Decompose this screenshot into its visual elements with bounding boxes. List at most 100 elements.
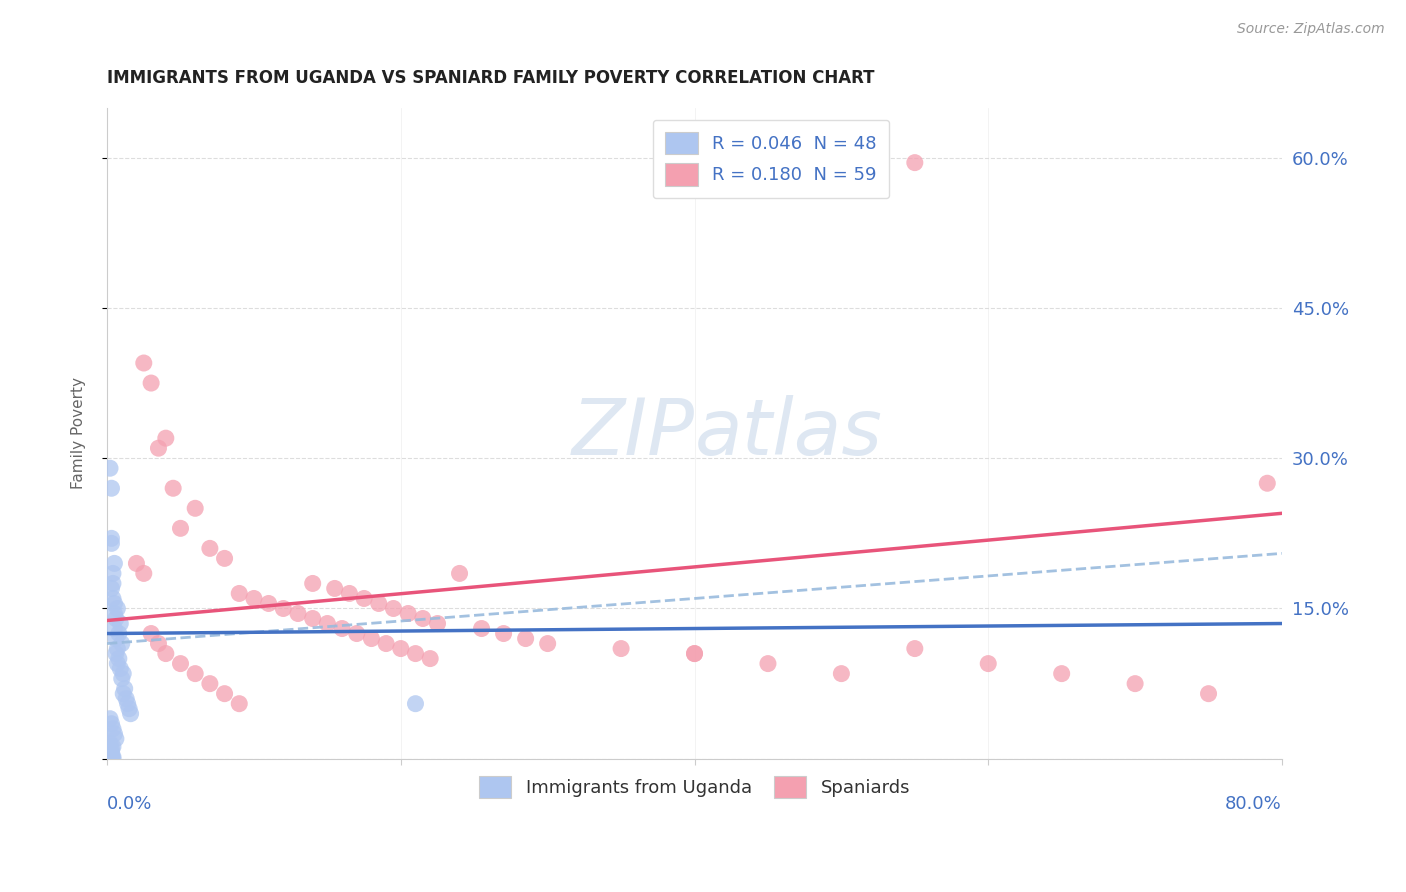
Point [132, 566, 155, 581]
Point [139, 626, 162, 640]
Point [101, 722, 124, 736]
Point [105, 641, 128, 656]
Point [155, 431, 177, 445]
Point [103, 607, 125, 621]
Point [101, 591, 124, 606]
Point [330, 622, 353, 636]
Point [301, 576, 323, 591]
Point [367, 597, 389, 611]
Point [389, 641, 412, 656]
Point [103, 597, 125, 611]
Point [148, 636, 170, 650]
Point [117, 697, 139, 711]
Point [100, 481, 122, 495]
Point [120, 706, 142, 721]
Point [271, 601, 294, 615]
Point [492, 626, 515, 640]
Point [287, 607, 309, 621]
Point [98, 752, 121, 766]
Point [375, 636, 398, 650]
Point [537, 636, 560, 650]
Point [515, 632, 537, 646]
Point [360, 632, 382, 646]
Point [111, 636, 134, 650]
Point [111, 672, 134, 686]
Point [101, 566, 124, 581]
Point [112, 666, 135, 681]
Point [1050, 666, 1073, 681]
Point [103, 557, 125, 571]
Point [100, 741, 122, 756]
Point [683, 647, 706, 661]
Point [756, 657, 779, 671]
Point [610, 641, 633, 656]
Point [301, 611, 323, 625]
Point [110, 662, 132, 676]
Point [103, 622, 125, 636]
Point [98, 744, 121, 758]
Point [257, 597, 280, 611]
Point [405, 647, 427, 661]
Point [316, 616, 339, 631]
Point [353, 591, 375, 606]
Point [98, 712, 121, 726]
Text: atlas: atlas [695, 395, 883, 471]
Point [101, 752, 124, 766]
Point [108, 626, 131, 640]
Point [110, 616, 132, 631]
Text: IMMIGRANTS FROM UGANDA VS SPANIARD FAMILY POVERTY CORRELATION CHART: IMMIGRANTS FROM UGANDA VS SPANIARD FAMIL… [107, 69, 875, 87]
Point [339, 586, 361, 600]
Point [346, 626, 368, 640]
Point [1198, 687, 1220, 701]
Point [169, 521, 191, 535]
Text: 0.0%: 0.0% [107, 795, 152, 813]
Point [132, 356, 155, 370]
Point [904, 155, 927, 169]
Point [100, 532, 122, 546]
Point [426, 616, 449, 631]
Point [114, 681, 136, 696]
Point [243, 591, 266, 606]
Point [323, 582, 346, 596]
Point [118, 701, 141, 715]
Point [98, 461, 121, 475]
Point [184, 501, 207, 516]
Point [104, 731, 127, 746]
Point [104, 611, 127, 625]
Point [396, 607, 419, 621]
Point [412, 611, 434, 625]
Text: 80.0%: 80.0% [1225, 795, 1282, 813]
Point [228, 586, 250, 600]
Point [112, 687, 135, 701]
Text: ZIP: ZIP [571, 395, 695, 471]
Point [1256, 476, 1278, 491]
Point [100, 536, 122, 550]
Point [449, 566, 471, 581]
Legend: Immigrants from Uganda, Spaniards: Immigrants from Uganda, Spaniards [471, 769, 917, 805]
Point [100, 752, 122, 766]
Point [105, 657, 128, 671]
Point [155, 647, 177, 661]
Point [104, 632, 127, 646]
Point [108, 651, 131, 665]
Point [104, 647, 127, 661]
Point [419, 651, 441, 665]
Point [471, 622, 494, 636]
Point [139, 376, 162, 390]
Text: Source: ZipAtlas.com: Source: ZipAtlas.com [1237, 22, 1385, 37]
Point [184, 666, 207, 681]
Point [382, 601, 405, 615]
Point [100, 716, 122, 731]
Point [198, 541, 221, 556]
Point [1123, 676, 1146, 690]
Point [101, 739, 124, 754]
Point [125, 557, 148, 571]
Point [103, 727, 125, 741]
Point [904, 641, 927, 656]
Point [214, 551, 236, 566]
Point [162, 481, 184, 495]
Point [98, 747, 121, 761]
Point [977, 657, 1000, 671]
Point [405, 697, 427, 711]
Y-axis label: Family Poverty: Family Poverty [72, 377, 86, 489]
